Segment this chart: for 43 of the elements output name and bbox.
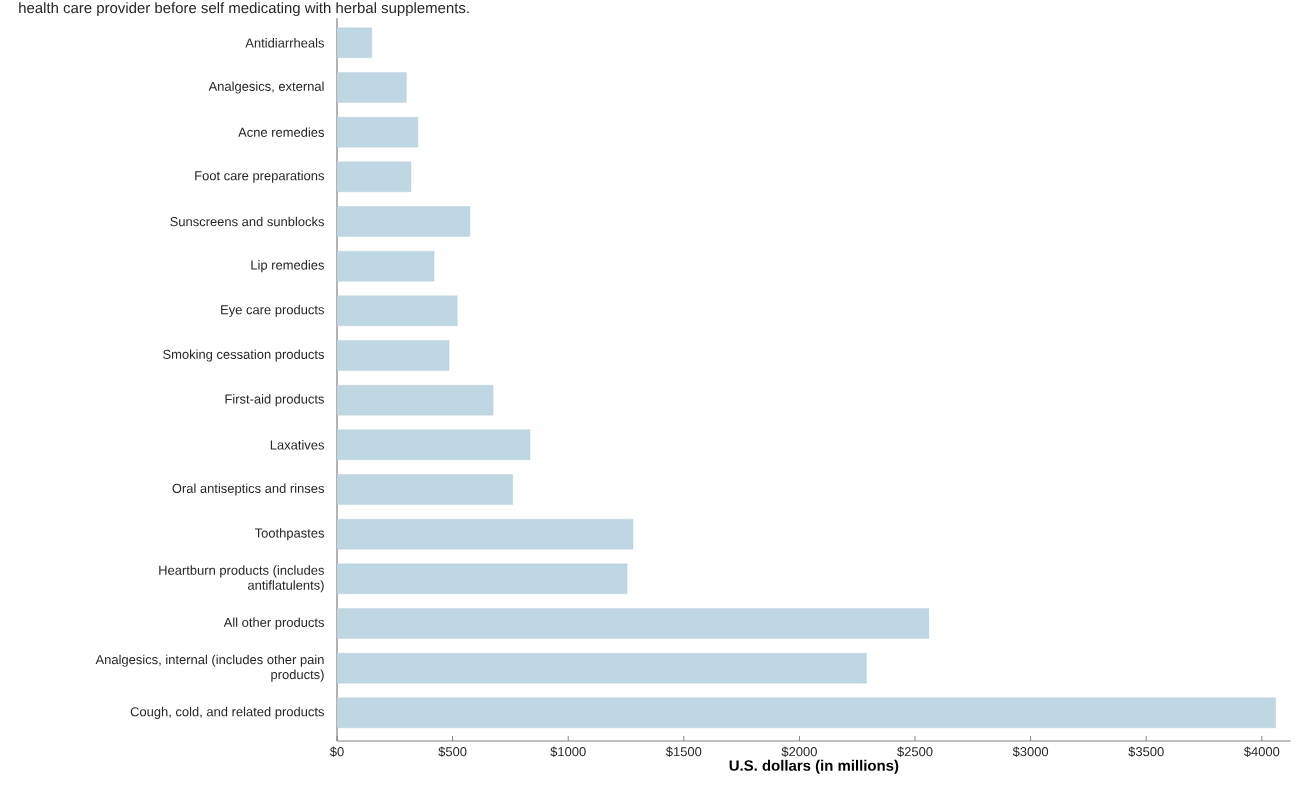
bar	[337, 653, 867, 684]
x-tick-label: $500	[438, 746, 467, 757]
bar	[337, 72, 407, 103]
bar	[337, 27, 372, 58]
y-tick-label: First-aid products	[225, 394, 324, 407]
bar	[337, 563, 628, 594]
x-axis-title: U.S. dollars (in millions)	[729, 759, 899, 774]
bar	[337, 519, 634, 550]
x-tick-label: $1000	[550, 746, 586, 757]
x-tick-label: $2000	[781, 746, 817, 757]
bar	[337, 206, 471, 237]
bar	[337, 474, 513, 505]
x-tick-label: $4000	[1243, 746, 1280, 757]
y-tick-label: All other products	[223, 617, 324, 630]
bar	[337, 697, 1276, 729]
y-tick-label: Analgesics, internal (includes other pain products)	[95, 654, 324, 682]
x-tick-label: $2500	[897, 746, 933, 757]
x-tick-label: $3000	[1012, 746, 1049, 757]
y-tick-label: Cough, cold, and related products	[130, 706, 324, 719]
x-tick-label: $1500	[665, 746, 702, 757]
y-tick-label: Smoking cessation products	[163, 349, 324, 362]
y-tick-label: Heartburn products (includes antiflatulents)	[159, 565, 324, 593]
text: health care provider before self medicating with herbal supplements.	[19, 2, 469, 17]
y-tick-label: Laxatives	[270, 440, 325, 450]
y-tick-label: Analgesics, external	[208, 81, 324, 94]
y-tick-label: Oral antiseptics and rinses	[172, 483, 324, 496]
bar	[337, 429, 531, 460]
y-tick-label: Acne remedies	[238, 127, 324, 137]
y-tick-label: Foot care preparations	[195, 170, 324, 183]
bar	[337, 385, 494, 416]
bar	[337, 161, 412, 192]
y-tick-label: Lip remedies	[251, 260, 324, 273]
bar	[337, 116, 419, 148]
y-tick-label: Sunscreens and sunblocks	[170, 216, 324, 227]
bar	[337, 251, 435, 282]
x-tick-label: $3500	[1128, 746, 1164, 757]
y-tick-label: Toothpastes	[254, 528, 325, 541]
bar	[337, 295, 458, 326]
y-tick-label: Antidiarrheals	[245, 38, 324, 48]
bar	[337, 340, 450, 371]
bar	[337, 608, 930, 639]
y-tick-label: Eye care products	[221, 304, 324, 317]
x-tick-label: $0	[329, 746, 344, 757]
